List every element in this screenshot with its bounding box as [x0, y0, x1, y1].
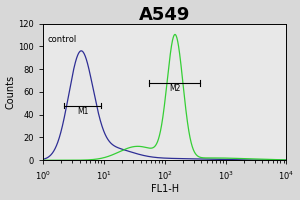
Title: A549: A549 — [139, 6, 190, 24]
Y-axis label: Counts: Counts — [6, 75, 16, 109]
Text: control: control — [48, 35, 77, 44]
Text: M1: M1 — [77, 107, 88, 116]
X-axis label: FL1-H: FL1-H — [151, 184, 179, 194]
Text: M2: M2 — [169, 84, 180, 93]
